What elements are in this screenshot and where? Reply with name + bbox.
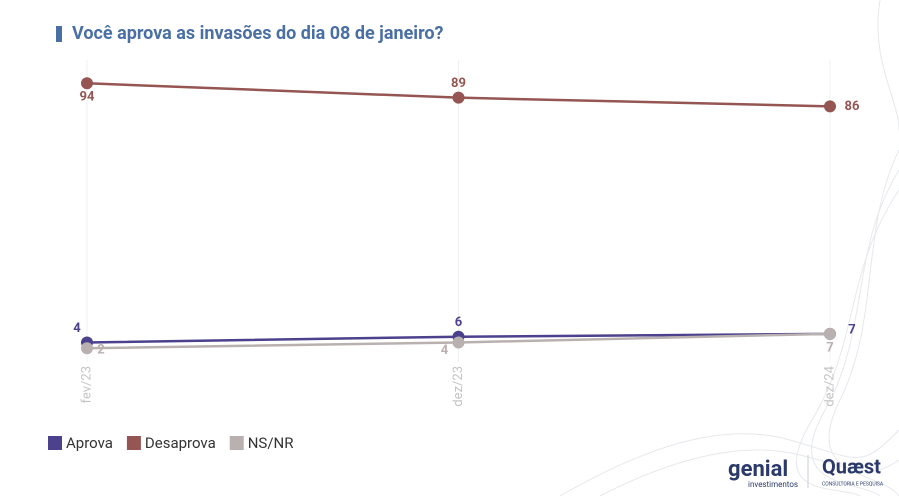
x-tick-label: fev/23 [79,366,94,403]
legend-swatch [48,436,62,450]
brand-sub: CONSULTORIA E PESQUISA [822,481,884,487]
point [81,77,93,90]
point [824,100,836,113]
legend-swatch [126,436,141,450]
data-label: 7 [848,322,855,337]
legend-label: NS/NR [248,434,294,452]
point [81,342,93,355]
legend-label: Desaprova [145,434,216,452]
data-label: 89 [451,76,466,91]
title-accent [56,26,62,42]
data-label: 4 [73,321,81,336]
x-tick-label: dez/23 [451,366,466,407]
data-label: 7 [826,340,833,355]
brand-sub: investimentos [748,480,798,489]
legend-swatch [229,436,244,450]
legend-label: Aprova [66,434,113,452]
decoration [559,0,899,496]
brand-logo: Quæst [822,454,881,478]
x-tick-label: dez/24 [822,365,837,406]
data-label: 2 [97,343,104,358]
data-label: 6 [455,315,463,330]
data-label: 94 [80,90,95,105]
point [452,336,465,349]
brand-logo: genial [728,457,788,482]
point [824,327,836,340]
data-label: 86 [845,99,860,114]
data-label: 4 [441,343,449,358]
chart-title: Você aprova as invasões do dia 08 de jan… [72,23,444,44]
point [452,91,465,104]
